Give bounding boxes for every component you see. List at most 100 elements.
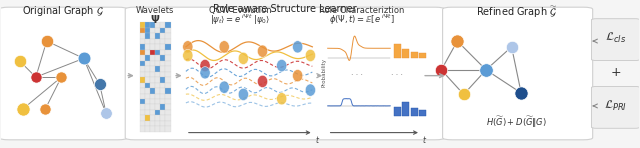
- Bar: [140, 88, 145, 94]
- Bar: [140, 121, 145, 126]
- Bar: [156, 104, 161, 110]
- Text: Probability: Probability: [322, 58, 327, 87]
- Point: [101, 112, 111, 114]
- Bar: [145, 61, 150, 66]
- Bar: [140, 22, 145, 28]
- Bar: [419, 110, 426, 116]
- Ellipse shape: [292, 41, 303, 53]
- Ellipse shape: [276, 59, 287, 72]
- Bar: [156, 121, 161, 126]
- Bar: [166, 94, 171, 99]
- Bar: [166, 110, 171, 115]
- Bar: [150, 126, 156, 132]
- Bar: [150, 28, 156, 33]
- Bar: [145, 94, 150, 99]
- Bar: [145, 88, 150, 94]
- Bar: [145, 55, 150, 61]
- Bar: [411, 52, 418, 58]
- Bar: [140, 94, 145, 99]
- Point: [18, 108, 28, 110]
- Bar: [145, 110, 150, 115]
- Ellipse shape: [276, 93, 287, 105]
- Bar: [145, 22, 150, 28]
- Ellipse shape: [182, 41, 193, 53]
- Bar: [161, 66, 166, 72]
- Bar: [150, 104, 156, 110]
- Bar: [156, 99, 161, 104]
- Bar: [156, 115, 161, 121]
- Text: $t$: $t$: [315, 134, 320, 145]
- Ellipse shape: [238, 52, 248, 65]
- Bar: [140, 77, 145, 83]
- Bar: [156, 88, 161, 94]
- Bar: [150, 121, 156, 126]
- Bar: [150, 110, 156, 115]
- Text: $|\psi_t\rangle = e^{\ i\Psi t}\ |\psi_0\rangle$: $|\psi_t\rangle = e^{\ i\Psi t}\ |\psi_0…: [210, 12, 270, 27]
- Bar: [145, 44, 150, 50]
- Bar: [161, 115, 166, 121]
- Bar: [145, 33, 150, 39]
- Bar: [161, 55, 166, 61]
- Bar: [166, 126, 171, 132]
- Bar: [161, 33, 166, 39]
- Bar: [394, 107, 401, 116]
- Bar: [140, 104, 145, 110]
- Bar: [166, 72, 171, 77]
- Bar: [166, 55, 171, 61]
- Bar: [156, 77, 161, 83]
- Text: $H(\widetilde{G})+D(\widetilde{G}\|G)$: $H(\widetilde{G})+D(\widetilde{G}\|G)$: [486, 115, 547, 130]
- Text: QCW Evolution: QCW Evolution: [209, 6, 271, 15]
- Text: $t$: $t$: [422, 134, 428, 145]
- Bar: [150, 83, 156, 88]
- Text: Original Graph $\mathcal{G}$: Original Graph $\mathcal{G}$: [22, 4, 104, 18]
- Bar: [403, 49, 410, 58]
- Bar: [140, 61, 145, 66]
- FancyBboxPatch shape: [591, 86, 640, 128]
- Bar: [150, 61, 156, 66]
- Ellipse shape: [305, 49, 316, 62]
- Bar: [145, 77, 150, 83]
- Bar: [150, 88, 156, 94]
- Bar: [166, 22, 171, 28]
- Bar: [150, 22, 156, 28]
- Ellipse shape: [200, 67, 210, 79]
- Bar: [156, 83, 161, 88]
- Text: $\mathcal{L}_{cls}$: $\mathcal{L}_{cls}$: [605, 30, 627, 45]
- Bar: [150, 33, 156, 39]
- Text: Role-aware Structure Learner: Role-aware Structure Learner: [213, 4, 356, 14]
- Point: [436, 69, 447, 71]
- Bar: [166, 50, 171, 55]
- Text: $+$: $+$: [610, 66, 621, 79]
- Text: $\phi(\Psi, t) = \mathbb{E}[e^{\ i\Psi t}]$: $\phi(\Psi, t) = \mathbb{E}[e^{\ i\Psi t…: [328, 12, 394, 27]
- Bar: [166, 66, 171, 72]
- Bar: [145, 115, 150, 121]
- Bar: [166, 28, 171, 33]
- Bar: [150, 44, 156, 50]
- Ellipse shape: [305, 84, 316, 96]
- Bar: [166, 104, 171, 110]
- Bar: [150, 94, 156, 99]
- Text: Refined Graph $\widetilde{\mathcal{G}}$: Refined Graph $\widetilde{\mathcal{G}}$: [476, 4, 557, 20]
- Point: [95, 83, 105, 86]
- Bar: [156, 94, 161, 99]
- Bar: [161, 94, 166, 99]
- Bar: [161, 126, 166, 132]
- Bar: [140, 39, 145, 44]
- Bar: [140, 33, 145, 39]
- Bar: [150, 66, 156, 72]
- Bar: [166, 88, 171, 94]
- Bar: [145, 99, 150, 104]
- Bar: [161, 110, 166, 115]
- Bar: [166, 77, 171, 83]
- Text: $\mathbf{\Psi}$: $\mathbf{\Psi}$: [150, 13, 161, 25]
- Bar: [150, 72, 156, 77]
- Text: . . .: . . .: [351, 68, 363, 77]
- Bar: [156, 39, 161, 44]
- Bar: [150, 39, 156, 44]
- Bar: [150, 77, 156, 83]
- Bar: [145, 72, 150, 77]
- Point: [56, 76, 67, 78]
- Bar: [166, 39, 171, 44]
- Bar: [166, 44, 171, 50]
- Bar: [150, 115, 156, 121]
